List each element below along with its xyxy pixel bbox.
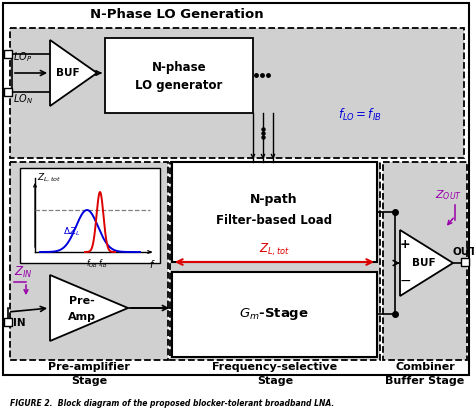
Bar: [10, 162, 168, 360]
Text: $f$: $f$: [149, 258, 155, 270]
Bar: [383, 162, 467, 360]
Bar: [4, 50, 12, 58]
Polygon shape: [50, 275, 128, 341]
Text: BUF: BUF: [412, 258, 436, 268]
Text: Combiner: Combiner: [395, 362, 455, 372]
Bar: [172, 272, 377, 357]
Bar: [172, 162, 377, 262]
Polygon shape: [50, 40, 97, 106]
Bar: [3, 3, 469, 375]
Text: $LO_N$: $LO_N$: [13, 92, 33, 106]
Text: +: +: [400, 238, 410, 252]
Text: OUT: OUT: [453, 247, 474, 257]
Text: $-$: $-$: [399, 273, 411, 287]
Text: $LO_P$: $LO_P$: [13, 50, 32, 64]
Text: Amp: Amp: [68, 312, 96, 322]
Text: Stage: Stage: [257, 376, 293, 386]
Text: IN: IN: [13, 318, 26, 328]
Text: LO generator: LO generator: [135, 79, 223, 92]
Text: $Z_{OUT}$: $Z_{OUT}$: [435, 188, 462, 202]
Text: $Z_{IN}$: $Z_{IN}$: [14, 265, 33, 280]
Text: Pre-amplifier: Pre-amplifier: [48, 362, 130, 372]
Bar: [20, 168, 160, 263]
Text: $f_{OB}$: $f_{OB}$: [86, 258, 98, 270]
Text: $Z_{L,tot}$: $Z_{L,tot}$: [259, 242, 290, 258]
Bar: [4, 88, 12, 96]
Text: Buffer Stage: Buffer Stage: [385, 376, 465, 386]
Bar: [461, 258, 469, 266]
Text: $\Delta Z_L$: $\Delta Z_L$: [63, 226, 81, 238]
Text: Pre-: Pre-: [69, 296, 95, 306]
Text: $Z_{L,tot}$: $Z_{L,tot}$: [37, 172, 61, 184]
Polygon shape: [400, 230, 453, 296]
Text: N-Phase LO Generation: N-Phase LO Generation: [90, 7, 264, 20]
Bar: [4, 318, 12, 326]
Bar: [105, 38, 253, 113]
Text: N-phase: N-phase: [152, 62, 206, 74]
Text: BUF: BUF: [56, 68, 80, 78]
Bar: [170, 162, 380, 360]
Text: N-path: N-path: [250, 193, 298, 206]
Bar: [10, 28, 464, 158]
Text: $f_{LO} = f_{IB}$: $f_{LO} = f_{IB}$: [338, 107, 382, 123]
Text: Stage: Stage: [71, 376, 107, 386]
Text: Frequency-selective: Frequency-selective: [212, 362, 337, 372]
Text: Filter-based Load: Filter-based Load: [216, 213, 332, 226]
Text: $f_{IB}$: $f_{IB}$: [98, 258, 108, 270]
Text: FIGURE 2.  Block diagram of the proposed blocker-tolerant broadband LNA.: FIGURE 2. Block diagram of the proposed …: [10, 399, 334, 408]
Text: $G_m$-Stage: $G_m$-Stage: [239, 306, 309, 322]
